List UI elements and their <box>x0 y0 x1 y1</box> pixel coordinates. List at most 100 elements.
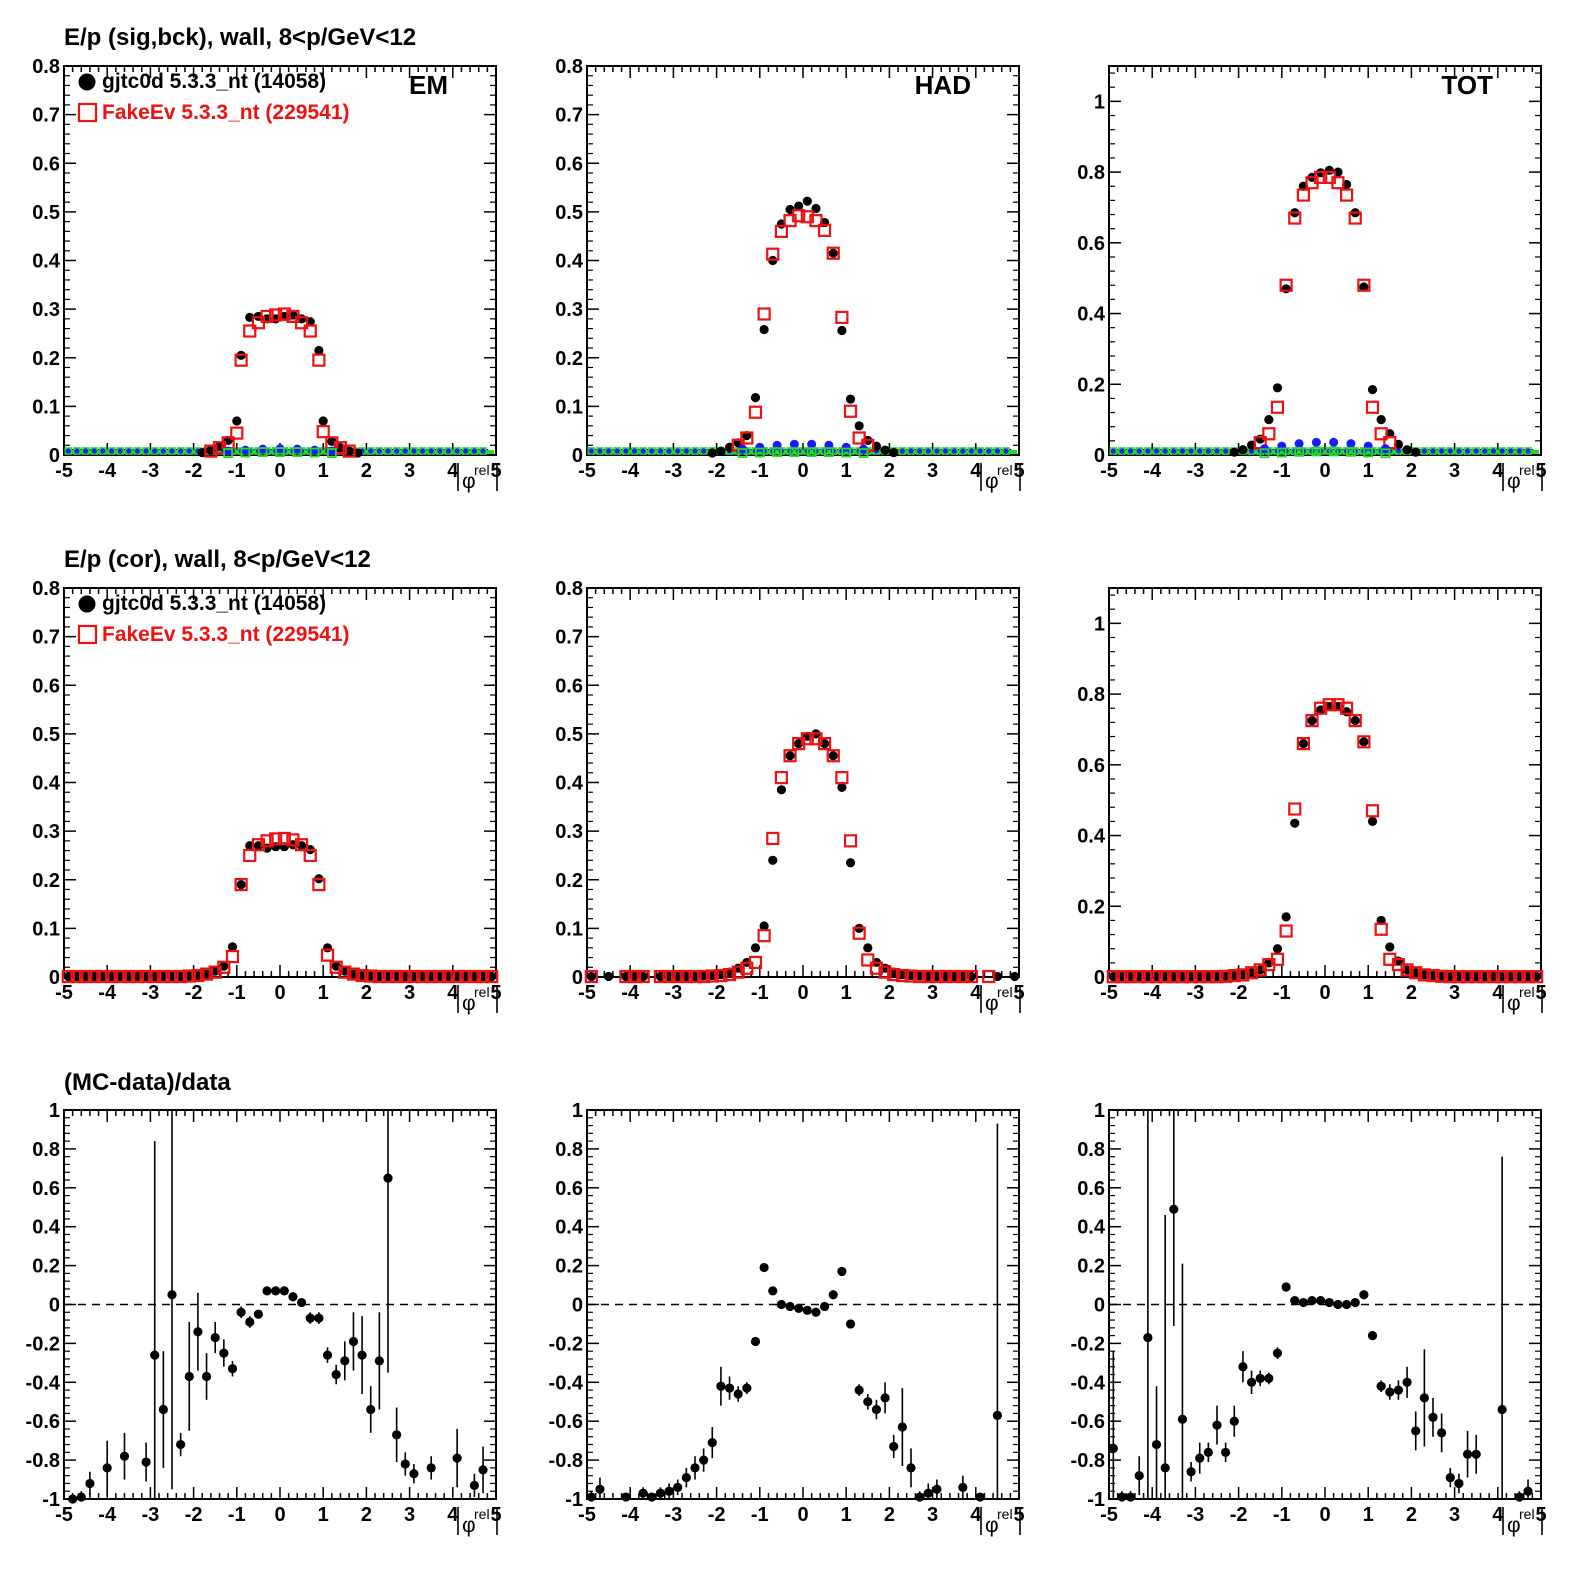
bck-data-point <box>977 448 983 454</box>
x-tick-label: 3 <box>404 1504 415 1526</box>
mc-point <box>705 969 719 983</box>
ratio-point <box>1281 1282 1291 1292</box>
data-point <box>1272 383 1283 393</box>
bck-data-point <box>74 448 80 454</box>
x-axis-label-symbol: φ <box>462 470 476 493</box>
ratio-point <box>820 1301 830 1312</box>
ratio-point <box>1143 1332 1153 1343</box>
y-tick-label: -0.8 <box>1071 1450 1105 1472</box>
bck-data-point <box>100 448 106 454</box>
bck-data-point <box>701 448 707 454</box>
mc-point <box>817 736 832 751</box>
bck-mc-point <box>1515 447 1524 455</box>
y-tick-label: 0.2 <box>555 1256 583 1278</box>
legend-marker-mc <box>77 624 98 645</box>
bck-data-point <box>1205 448 1211 454</box>
x-tick-label: 5 <box>490 1504 501 1526</box>
y-tick-label: 0.6 <box>32 675 60 697</box>
bck-mc-point <box>410 447 418 455</box>
x-tick-label: 1 <box>841 1504 852 1526</box>
mc-point <box>1279 278 1293 292</box>
x-tick-label: 5 <box>1013 460 1024 482</box>
x-tick-label: -4 <box>1143 460 1162 482</box>
bck-mc-point <box>176 447 185 455</box>
x-axis-label-superscript: rel <box>997 462 1013 478</box>
bck-mc-point <box>841 447 852 458</box>
bck-data-point <box>1395 448 1402 454</box>
ratio-point <box>348 1336 359 1347</box>
y-tick-label: 0.5 <box>32 724 60 746</box>
x-tick-label: -3 <box>142 982 160 1004</box>
bck-data-point <box>108 448 115 454</box>
x-tick-label: -2 <box>1230 1504 1248 1526</box>
x-tick-label: 0 <box>274 1504 285 1526</box>
bck-data-point <box>463 448 469 454</box>
mc-point <box>1279 924 1293 938</box>
bck-data-point <box>91 448 97 454</box>
ratio-point <box>1324 1297 1334 1308</box>
x-tick-label: 5 <box>1535 1504 1546 1526</box>
y-tick-label: 0.6 <box>555 675 583 697</box>
row-1-title: E/p (sig,bck), wall, 8<p/GeV<12 <box>64 24 416 51</box>
mc-point <box>835 310 849 324</box>
mc-point <box>122 969 136 984</box>
mc-point <box>467 969 481 984</box>
ratio-point <box>655 1488 666 1498</box>
x-axis-label-symbol: φ <box>1507 470 1521 493</box>
bck-mc-point <box>1144 447 1152 455</box>
bck-mc-point <box>737 448 748 458</box>
bck-mc-point <box>1363 447 1374 458</box>
data-point <box>854 421 864 431</box>
x-tick-label: 3 <box>927 1504 938 1526</box>
y-tick-label: 0.4 <box>1077 304 1106 326</box>
mc-point <box>1175 970 1190 984</box>
mc-point <box>217 960 231 974</box>
y-tick-label: 0.5 <box>555 202 583 224</box>
mc-point <box>766 831 780 846</box>
bck-data-point <box>1346 439 1356 449</box>
mc-point <box>269 308 283 322</box>
bck-mc-point <box>1118 447 1126 455</box>
y-tick-label: -1 <box>42 1489 60 1511</box>
bck-mc-point <box>858 448 869 458</box>
ratio-point <box>1272 1348 1283 1358</box>
mc-point <box>338 965 352 979</box>
mc-point <box>722 967 737 982</box>
bck-data-point <box>934 448 940 454</box>
bck-data-point <box>292 444 302 454</box>
bck-mc-point <box>907 447 915 455</box>
ratio-point <box>707 1437 717 1448</box>
ratio-point <box>992 1410 1003 1420</box>
ratio-point <box>776 1299 787 1310</box>
ratio-point <box>1367 1331 1378 1341</box>
ratio-point <box>595 1484 605 1494</box>
ratio-point <box>958 1482 968 1492</box>
data-point <box>828 248 838 258</box>
bck-mc-point <box>292 447 303 457</box>
mc-point <box>174 969 188 984</box>
row-3-title: (MC-data)/data <box>64 1069 231 1096</box>
mc-point <box>70 969 84 984</box>
x-tick-label: -4 <box>621 460 640 482</box>
bck-data-point <box>640 448 646 454</box>
bck-mc-point <box>665 447 673 455</box>
ratio-point <box>1203 1447 1213 1457</box>
ratio-point <box>1454 1478 1464 1489</box>
bck-data-point <box>117 448 123 454</box>
y-tick-label: 0 <box>1094 445 1105 467</box>
y-tick-label: 0 <box>49 967 60 989</box>
mc-point <box>1417 968 1431 982</box>
bck-mc-point <box>1187 447 1195 455</box>
bck-mc-point <box>275 447 285 457</box>
data-point <box>1238 445 1248 455</box>
bck-mc-point <box>1311 446 1322 457</box>
x-tick-label: 5 <box>1013 1504 1024 1526</box>
data-point <box>1385 942 1395 952</box>
mc-point <box>731 965 745 979</box>
x-tick-label: 1 <box>318 460 329 482</box>
legend: gjtc0d 5.3.3_nt (14058) FakeEv 5.3.3_nt (… <box>77 70 350 124</box>
x-tick-label: -3 <box>1187 460 1205 482</box>
bck-mc-point <box>1213 447 1221 455</box>
legend: gjtc0d 5.3.3_nt (14058) FakeEv 5.3.3_nt (… <box>77 592 350 646</box>
